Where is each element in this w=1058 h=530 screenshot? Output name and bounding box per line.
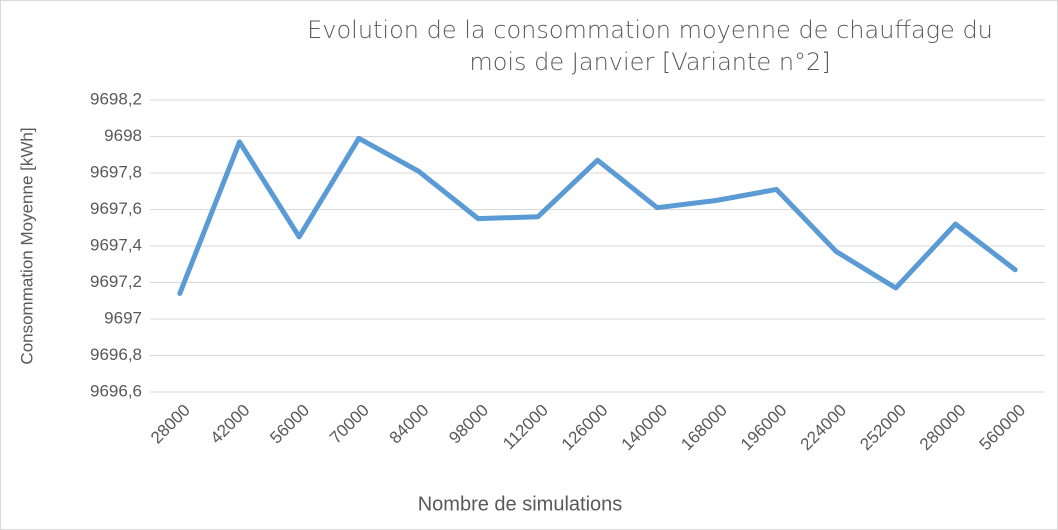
y-tick-label: 9698 [104, 126, 142, 145]
y-tick-label: 9696,8 [90, 345, 142, 364]
y-tick-label: 9697,8 [90, 162, 142, 181]
y-tick-label: 9697 [104, 308, 142, 327]
chart-title: Evolution de la consommation moyenne de … [307, 16, 993, 76]
y-tick-label: 9697,4 [90, 235, 142, 254]
y-tick-label: 9696,6 [90, 381, 142, 400]
y-tick-label: 9698,2 [90, 89, 142, 108]
line-series [177, 135, 1018, 296]
y-axis-label: Consommation Moyenne [kWh] [17, 127, 36, 364]
x-axis-label: Nombre de simulations [418, 493, 623, 515]
y-tick-label: 9697,2 [90, 272, 142, 291]
y-tick-label: 9697,6 [90, 199, 142, 218]
